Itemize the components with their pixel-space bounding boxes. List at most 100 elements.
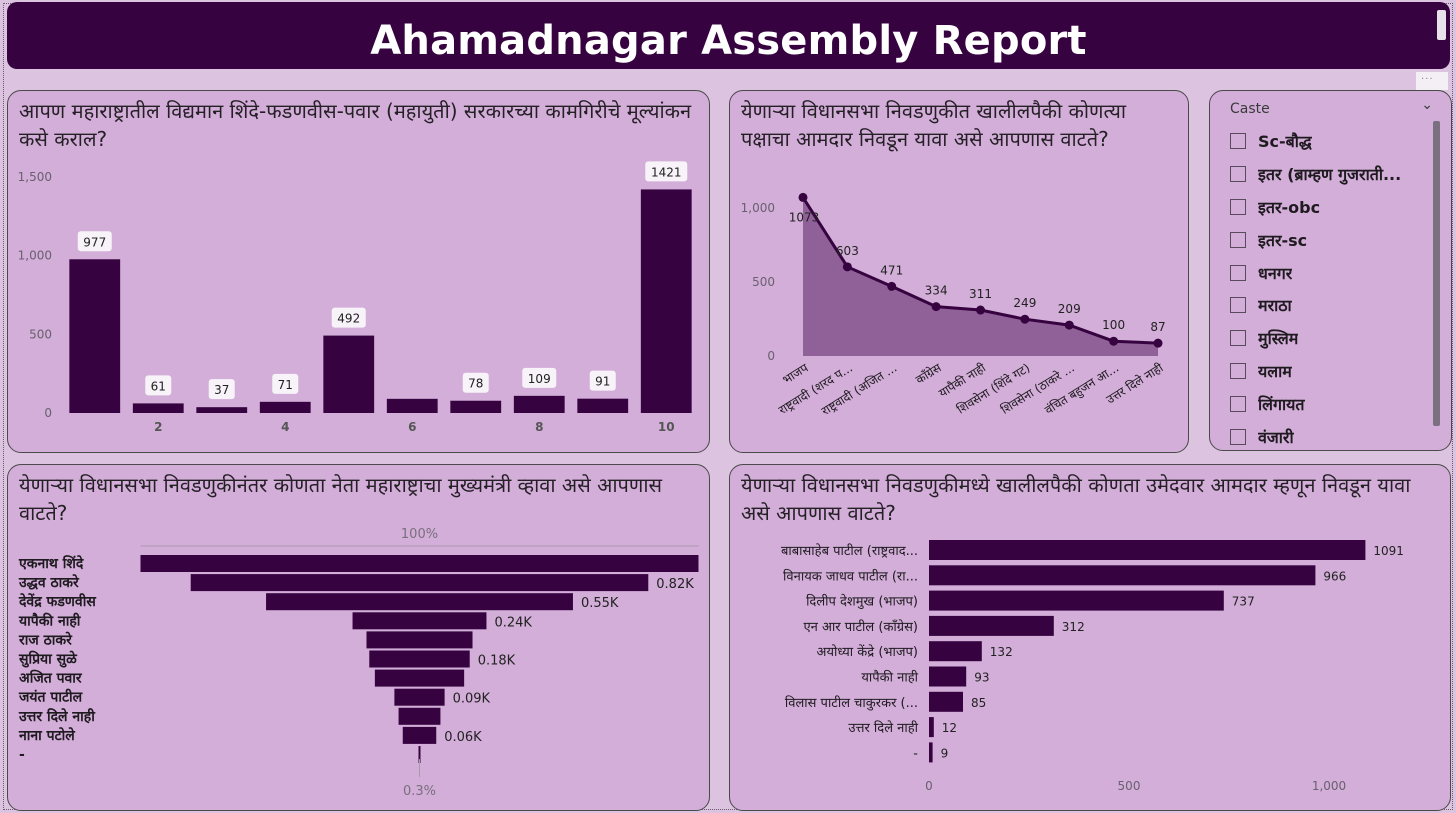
more-options-icon[interactable]: ···	[1421, 74, 1434, 85]
y-category-label: बाबासाहेब पाटील (राष्ट्रवाद...	[781, 543, 918, 559]
data-label-bg	[331, 307, 366, 328]
data-label-bg	[589, 370, 616, 391]
funnel-bar	[366, 631, 473, 649]
x-tick-label: 8	[535, 420, 543, 434]
y-tick-label: 0	[767, 349, 775, 363]
checkbox-icon[interactable]	[1230, 166, 1246, 183]
funnel-category-label: उत्तर दिले नाही	[18, 708, 96, 725]
slicer-item[interactable]: इतर-obc	[1230, 191, 1435, 224]
more-options-box[interactable]	[1416, 72, 1448, 90]
bar	[69, 259, 121, 413]
slicer-title: Caste	[1230, 101, 1270, 117]
bar	[929, 615, 1054, 636]
checkbox-icon[interactable]	[1230, 231, 1246, 248]
data-label: 0.82K	[656, 577, 694, 592]
data-label: 471	[880, 263, 903, 277]
slicer-item-label: इतर (ब्राम्हण गुजराती...	[1258, 165, 1402, 185]
checkbox-icon[interactable]	[1230, 264, 1246, 281]
y-tick-label: 500	[752, 275, 775, 289]
slicer-item[interactable]: वंजारी	[1230, 420, 1435, 450]
y-category-label: विलास पाटील चाकुरकर (...	[785, 695, 918, 711]
cm-title: येणाऱ्या विधानसभा निवडणुकीनंतर कोणता नेत…	[19, 473, 663, 525]
data-label: 12	[942, 721, 957, 735]
funnel-bar	[374, 669, 465, 687]
x-tick-label: 10	[658, 420, 675, 434]
slicer-item[interactable]: मुस्लिम	[1230, 322, 1435, 355]
data-label: 209	[1058, 302, 1081, 316]
data-label: 737	[1232, 595, 1255, 609]
data-label: 100	[1102, 318, 1125, 332]
candidate-panel: येणाऱ्या विधानसभा निवडणुकीमध्ये खालीलपैक…	[729, 464, 1451, 811]
data-label: 0.18K	[478, 654, 516, 669]
checkbox-icon[interactable]	[1230, 133, 1246, 150]
data-point	[1020, 314, 1030, 324]
checkbox-icon[interactable]	[1230, 428, 1246, 445]
funnel-bar	[369, 650, 470, 668]
bar	[386, 398, 438, 413]
data-label: 311	[969, 287, 992, 301]
slicer-item[interactable]: यलाम	[1230, 355, 1435, 388]
funnel-top-label: 100%	[401, 527, 438, 542]
bar	[929, 540, 1366, 560]
data-label: 249	[1013, 296, 1036, 310]
checkbox-icon[interactable]	[1230, 330, 1246, 347]
page-scrollbar[interactable]	[1437, 10, 1446, 40]
slicer-item[interactable]: लिंगायत	[1230, 387, 1435, 420]
data-point	[1153, 338, 1163, 348]
data-point	[798, 192, 808, 202]
data-label-bg	[522, 367, 557, 388]
slicer-item[interactable]: धनगर	[1230, 256, 1435, 289]
funnel-category-label: सुप्रिया सुळे	[18, 651, 78, 669]
funnel-category-label: यापैकी नाही	[18, 612, 82, 629]
checkbox-icon[interactable]	[1230, 198, 1246, 215]
chevron-down-icon[interactable]: ⌄	[1421, 97, 1433, 113]
data-label: 61	[151, 379, 166, 393]
data-label: 1091	[1373, 544, 1404, 558]
data-label-bg	[462, 372, 489, 393]
bar	[929, 717, 934, 738]
data-label: 0.09K	[453, 692, 491, 707]
funnel-category-label: जयंत पाटील	[18, 689, 83, 706]
bar	[132, 403, 184, 413]
candidate-bar-chart: बाबासाहेब पाटील (राष्ट्रवाद... 1091 विनायक…	[781, 540, 1404, 793]
data-point	[976, 305, 985, 315]
bar	[929, 565, 1316, 586]
slicer-item-label: धनगर	[1258, 263, 1293, 283]
data-point	[1064, 320, 1074, 330]
data-label: 0.55K	[581, 596, 619, 611]
data-label: 109	[528, 372, 551, 386]
caste-slicer: Caste ⌄ Sc-बौद्ध इतर (ब्राम्हण गुजराती...…	[1209, 90, 1452, 451]
checkbox-icon[interactable]	[1230, 362, 1246, 379]
slicer-item-label: इतर-obc	[1258, 197, 1321, 217]
data-label-bg	[208, 379, 235, 400]
x-tick-label: राष्ट्रवादी (अजित ...	[819, 361, 899, 418]
slicer-item-label: Sc-बौद्ध	[1258, 132, 1312, 152]
data-label: 9	[941, 746, 949, 760]
x-tick-label: 6	[408, 420, 416, 434]
funnel-category-label: -	[19, 747, 25, 763]
checkbox-icon[interactable]	[1230, 297, 1246, 314]
slicer-scrollbar[interactable]	[1433, 121, 1440, 426]
bar	[323, 335, 375, 413]
slicer-item[interactable]: इतर-sc	[1230, 223, 1435, 256]
slicer-item[interactable]: मराठा	[1230, 289, 1435, 322]
y-tick-label: 1,000	[741, 201, 775, 215]
data-point	[842, 262, 852, 272]
data-point	[887, 281, 897, 291]
cm-funnel-chart: 100% एकनाथ शिंदे उद्धव ठाकरे 0.82K देवेंद्र …	[18, 527, 699, 799]
slicer-item[interactable]: इतर (ब्राम्हण गुजराती...	[1230, 158, 1435, 191]
data-label-bg	[145, 375, 172, 396]
data-label: 492	[337, 312, 360, 326]
y-category-label: -	[913, 746, 918, 761]
slicer-item-label: मराठा	[1258, 296, 1292, 316]
funnel-category-label: नाना पटोले	[18, 727, 75, 744]
bar	[259, 401, 311, 413]
data-label: 1073	[789, 210, 820, 224]
bar	[929, 590, 1224, 611]
checkbox-icon[interactable]	[1230, 395, 1246, 412]
funnel-bar	[394, 688, 445, 706]
slicer-item-label: इतर-sc	[1258, 230, 1308, 250]
bar	[450, 400, 502, 413]
slicer-item[interactable]: Sc-बौद्ध	[1230, 125, 1435, 158]
